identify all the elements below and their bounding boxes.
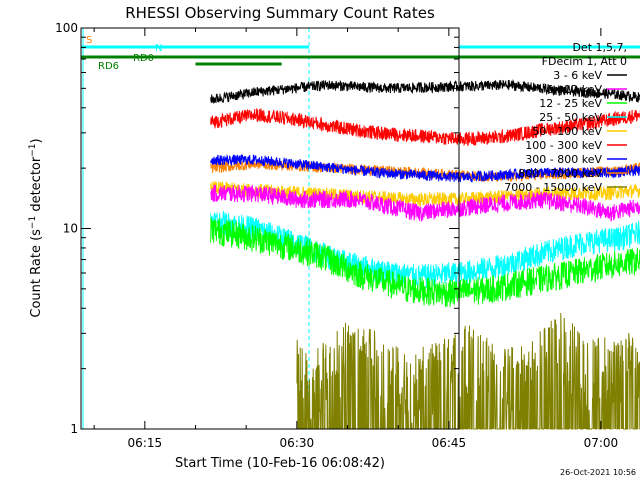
flag-label-rd0: RD0 <box>133 53 154 64</box>
legend-header-line-2: FDecim 1, Att 0 <box>542 55 627 68</box>
series-layer <box>210 79 640 430</box>
series-line-3-6-kev <box>210 79 640 104</box>
y-axis-label-part-3: ) <box>29 138 44 143</box>
x-tick-label: 07:00 <box>584 436 619 450</box>
ticks-layer: 06:1506:3006:4507:0007:1507:3007:4511010… <box>55 21 619 450</box>
series-line-12-25-kev <box>210 217 640 307</box>
series-line-7000-15000-kev <box>296 312 640 430</box>
x-tick-label: 06:45 <box>432 436 467 450</box>
y-tick-label: 10 <box>63 222 78 236</box>
flag-label-s: S <box>86 35 92 46</box>
y-tick-label: 100 <box>55 21 78 35</box>
series-line-300-800-kev <box>210 153 640 183</box>
legend-label: 7000 - 15000 keV <box>504 181 602 194</box>
series-line-6-12-kev <box>210 184 640 222</box>
x-axis-label: Start Time (10-Feb-16 06:08:42) <box>175 456 385 471</box>
legend-label: 300 - 800 keV <box>525 153 602 166</box>
y-tick-label: 1 <box>70 422 78 436</box>
legend-label: 25 - 50 keV <box>539 111 602 124</box>
y-axis-label-sup-1: −1 <box>28 216 38 229</box>
y-axis-label-part-1: Count Rate (s <box>29 229 44 318</box>
flag-label-n: N <box>155 43 162 54</box>
y-axis-label-part-2: detector <box>29 156 44 216</box>
x-tick-label: 06:15 <box>128 436 163 450</box>
flag-label-rd6: RD6 <box>98 61 119 72</box>
x-tick-label: 06:30 <box>280 436 315 450</box>
y-axis-label: Count Rate (s−1 detector−1) <box>28 138 44 317</box>
legend-label: 3 - 6 keV <box>553 69 602 82</box>
legend-label: 6 - 12 keV <box>546 83 602 96</box>
legend-header-line-1: Det 1,5,7, <box>572 41 627 54</box>
series-line-100-300-kev <box>210 108 640 147</box>
y-axis-label-sup-2: −1 <box>28 143 38 156</box>
chart-title: RHESSI Observing Summary Count Rates <box>125 4 435 22</box>
legend-label: 100 - 300 keV <box>525 139 602 152</box>
legend-label: 12 - 25 keV <box>539 97 602 110</box>
footer-timestamp: 26-Oct-2021 10:56 <box>560 468 636 477</box>
legend-label: 50 - 100 keV <box>532 125 602 138</box>
legend-label: 800 - 7000 keV <box>518 167 602 180</box>
